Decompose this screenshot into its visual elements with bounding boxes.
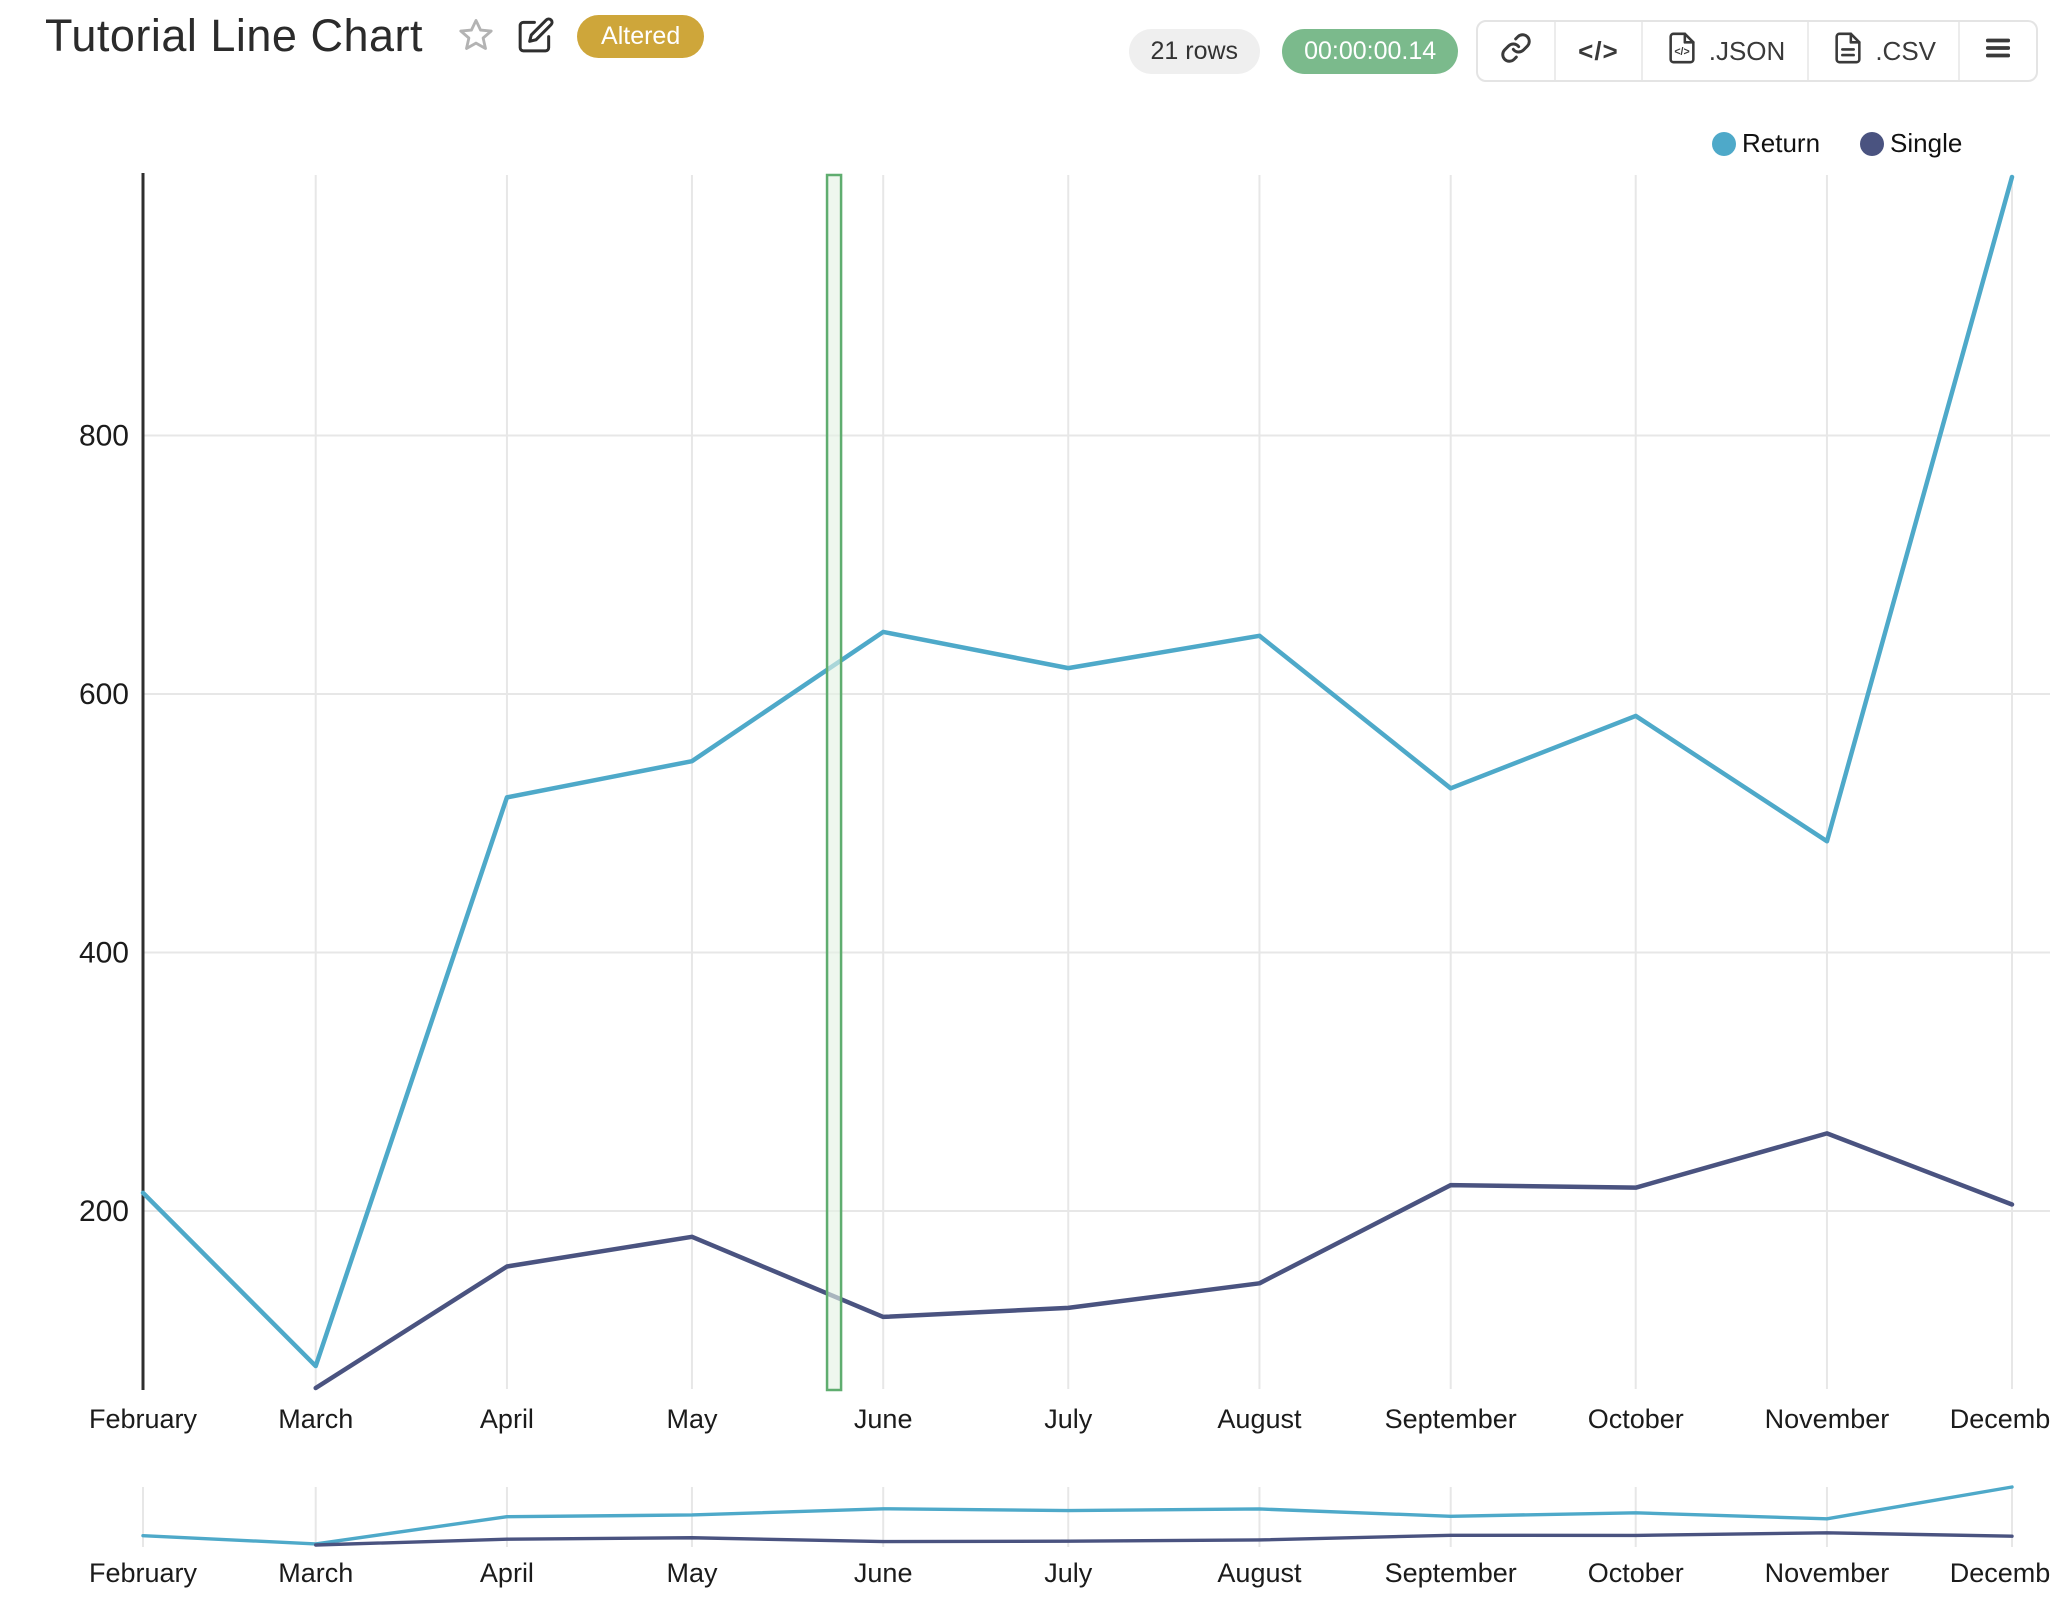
- altered-status-badge: Altered: [577, 14, 705, 58]
- favorite-star-button[interactable]: [457, 16, 495, 57]
- chart-legend: Return Single: [1712, 128, 1962, 159]
- legend-dot-single: [1860, 131, 1885, 156]
- legend-item-return[interactable]: Return: [1712, 128, 1820, 159]
- x-axis-month-label: August: [1217, 1404, 1302, 1434]
- overview-month-label: September: [1385, 1558, 1517, 1588]
- x-axis-month-label: June: [854, 1404, 913, 1434]
- y-axis-tick-label: 800: [79, 419, 129, 452]
- export-csv-button[interactable]: .CSV: [1807, 22, 1958, 80]
- y-axis-tick-label: 200: [79, 1195, 129, 1228]
- query-timer-badge: 00:00:00.14: [1282, 28, 1459, 74]
- y-axis-tick-label: 600: [79, 678, 129, 711]
- legend-dot-return: [1712, 131, 1736, 156]
- query-code-button[interactable]: </>: [1554, 22, 1641, 80]
- x-axis-month-label: September: [1385, 1404, 1517, 1434]
- star-icon: [457, 16, 495, 57]
- export-json-label: .JSON: [1708, 35, 1786, 66]
- page-title: Tutorial Line Chart: [45, 10, 424, 61]
- x-axis-month-label: February: [89, 1404, 198, 1434]
- overview-strip-chart[interactable]: February March April May June July August Septe…: [89, 1485, 2050, 1588]
- x-axis-month-label: November: [1765, 1404, 1890, 1434]
- main-chart: 200 400 600 800 February March April May June Jul…: [79, 173, 2050, 1434]
- code-icon: </>: [1578, 35, 1619, 66]
- legend-label: Single: [1890, 128, 1963, 158]
- edit-pencil-icon: [517, 16, 555, 57]
- x-axis-month-label: December: [1950, 1404, 2050, 1434]
- edit-button[interactable]: [517, 16, 555, 57]
- highlight-band: [825, 173, 843, 1392]
- row-count-badge: 21 rows: [1128, 28, 1261, 74]
- overview-month-label: February: [89, 1558, 198, 1588]
- link-icon: [1500, 32, 1532, 71]
- header: Tutorial Line Chart Altered 21 rows 00:0…: [0, 0, 2050, 100]
- x-axis-month-label: May: [666, 1404, 718, 1434]
- x-axis-month-label: October: [1588, 1404, 1684, 1434]
- hamburger-menu-icon: [1982, 32, 2014, 71]
- overview-month-label: August: [1217, 1558, 1302, 1588]
- overview-month-label: November: [1765, 1558, 1890, 1588]
- overview-series-line-single: [314, 1531, 2014, 1547]
- overview-month-label: July: [1044, 1558, 1093, 1588]
- series-line-single: [313, 1131, 2015, 1391]
- legend-item-single[interactable]: Single: [1860, 128, 1962, 159]
- json-file-icon: </>: [1665, 31, 1699, 72]
- series-line-return: [140, 174, 2015, 1369]
- y-axis-tick-label: 400: [79, 936, 129, 969]
- export-json-button[interactable]: </> .JSON: [1640, 22, 1808, 80]
- copy-link-button[interactable]: [1478, 22, 1554, 80]
- svg-text:</>: </>: [1674, 46, 1689, 58]
- overview-month-label: May: [666, 1558, 718, 1588]
- legend-label: Return: [1742, 128, 1821, 158]
- overview-month-label: December: [1950, 1558, 2050, 1588]
- x-axis-month-label: July: [1044, 1404, 1093, 1434]
- overview-series-line-return: [141, 1485, 2014, 1546]
- export-toolbar: </> </> .JSON: [1476, 20, 2038, 82]
- overview-month-label: June: [854, 1558, 913, 1588]
- x-axis-month-label: March: [278, 1404, 353, 1434]
- export-csv-label: .CSV: [1875, 35, 1936, 66]
- more-menu-button[interactable]: [1958, 22, 2036, 80]
- csv-file-icon: [1831, 31, 1865, 72]
- overview-month-label: October: [1588, 1558, 1684, 1588]
- overview-month-label: April: [480, 1558, 534, 1588]
- overview-month-label: March: [278, 1558, 353, 1588]
- x-axis-month-label: April: [480, 1404, 534, 1434]
